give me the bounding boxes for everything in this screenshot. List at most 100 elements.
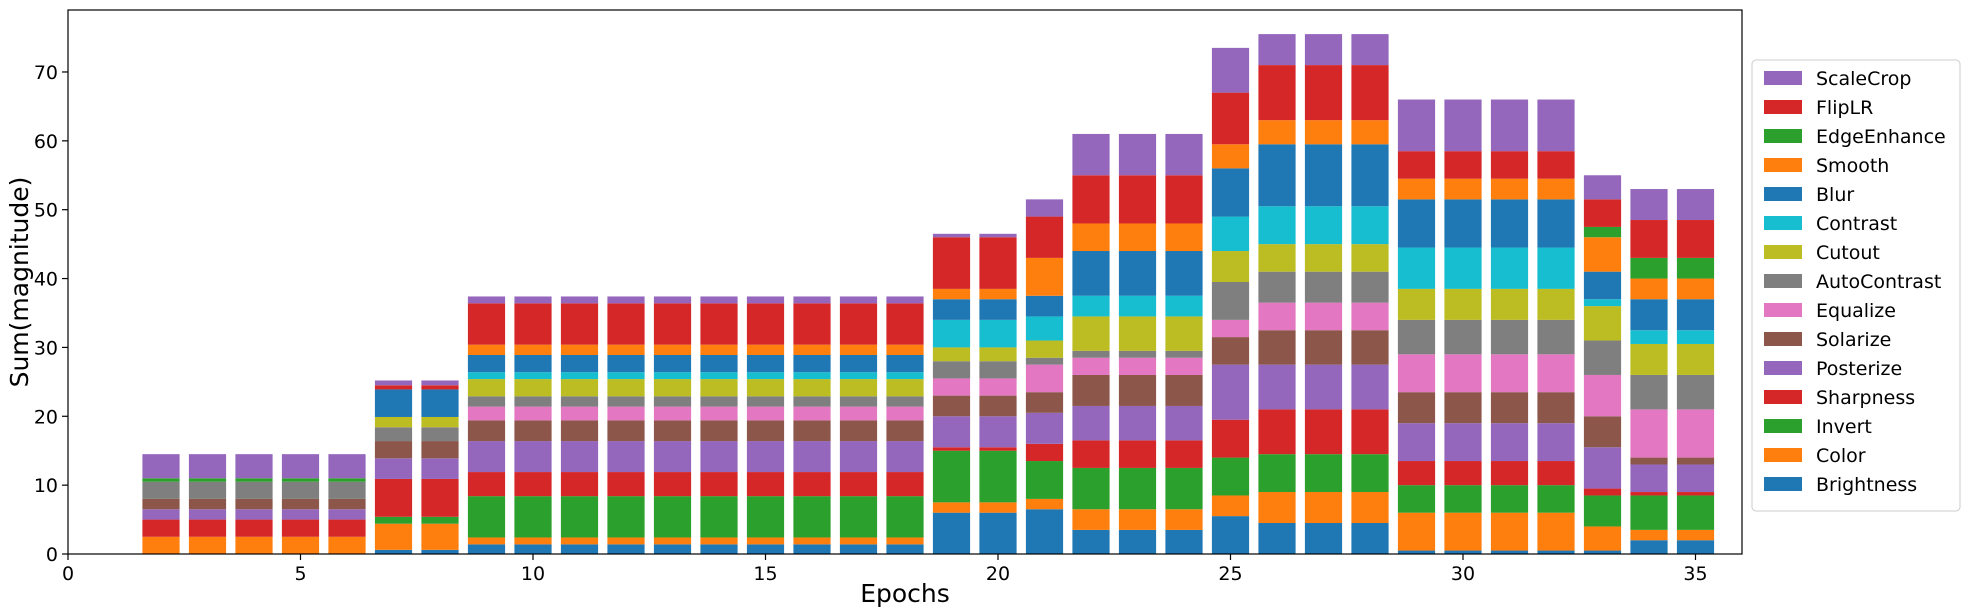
- bar-segment-sharpness-epoch-13: [653, 472, 692, 497]
- bar-segment-contrast-epoch-25: [1211, 216, 1250, 252]
- bar-segment-brightness-epoch-24: [1165, 529, 1203, 554]
- bar-segment-fliplr-epoch-19: [932, 237, 971, 289]
- bar-segment-solarize-epoch-24: [1165, 374, 1203, 406]
- bar-segment-fliplr-epoch-35: [1676, 220, 1715, 258]
- bar-segment-solarize-epoch-29: [1397, 392, 1436, 424]
- bar-segment-smooth-epoch-29: [1397, 178, 1436, 200]
- bar-segment-solarize-epoch-34: [1630, 457, 1668, 465]
- bar-segment-posterize-epoch-7: [374, 458, 413, 479]
- bar-segment-solarize-epoch-16: [793, 420, 831, 442]
- bar-segment-posterize-epoch-17: [839, 441, 878, 473]
- bar-segment-posterize-epoch-21: [1025, 412, 1064, 444]
- bar-segment-fliplr-epoch-10: [514, 303, 552, 345]
- bar-segment-cutout-epoch-27: [1304, 244, 1343, 272]
- bar-segment-solarize-epoch-3: [188, 498, 227, 510]
- bar-segment-cutout-epoch-28: [1351, 244, 1389, 272]
- bar-segment-posterize-epoch-5: [281, 509, 320, 520]
- bar-segment-scalecrop-epoch-28: [1351, 34, 1389, 66]
- bar-segment-equalize-epoch-18: [886, 406, 924, 421]
- bar-segment-contrast-epoch-34: [1630, 330, 1668, 344]
- bar-segment-invert-epoch-13: [653, 496, 692, 538]
- legend-label-cutout: Cutout: [1816, 242, 1880, 264]
- bar-segment-cutout-epoch-13: [653, 379, 692, 397]
- bar-segment-blur-epoch-16: [793, 354, 831, 373]
- x-tick-label: 30: [1451, 563, 1475, 585]
- bar-segment-blur-epoch-19: [932, 299, 971, 320]
- bar-segment-scalecrop-epoch-23: [1118, 133, 1157, 176]
- bar-segment-contrast-epoch-20: [979, 319, 1017, 348]
- y-tick-label: 10: [34, 475, 58, 497]
- bar-segment-solarize-epoch-14: [700, 420, 738, 442]
- legend-swatch-equalize: [1764, 303, 1802, 317]
- bar-segment-brightness-epoch-22: [1072, 529, 1110, 554]
- bar-segment-posterize-epoch-3: [188, 509, 227, 520]
- bar-segment-invert-epoch-7: [374, 516, 413, 524]
- bar-segment-brightness-epoch-25: [1211, 516, 1250, 554]
- bar-segment-blur-epoch-25: [1211, 168, 1250, 217]
- bar-segment-brightness-epoch-10: [514, 544, 552, 554]
- bar-segment-smooth-epoch-33: [1583, 237, 1622, 272]
- bar-segment-smooth-epoch-21: [1025, 257, 1064, 296]
- bar-segment-cutout-epoch-33: [1583, 306, 1622, 341]
- bar-segment-scalecrop-epoch-27: [1304, 34, 1343, 66]
- bar-segment-color-epoch-23: [1118, 509, 1157, 530]
- bar-segment-cutout-epoch-9: [467, 379, 506, 397]
- bar-segment-cutout-epoch-16: [793, 379, 831, 397]
- bar-segment-invert-epoch-34: [1630, 495, 1668, 530]
- y-tick-label: 70: [34, 62, 58, 84]
- bar-segment-autocontrast-epoch-11: [560, 396, 599, 407]
- legend-swatch-invert: [1764, 419, 1802, 433]
- bar-segment-smooth-epoch-31: [1490, 178, 1529, 200]
- bar-segment-invert-epoch-17: [839, 496, 878, 538]
- x-tick-label: 5: [294, 563, 306, 585]
- bar-segment-fliplr-epoch-23: [1118, 175, 1157, 224]
- bar-segment-scalecrop-epoch-11: [560, 296, 599, 304]
- bar-segment-edgeenhance-epoch-4: [235, 478, 273, 482]
- bar-segment-sharpness-epoch-33: [1583, 488, 1622, 496]
- bar-segment-equalize-epoch-16: [793, 406, 831, 421]
- bar-segment-smooth-epoch-35: [1676, 278, 1715, 300]
- bar-segment-autocontrast-epoch-3: [188, 481, 227, 499]
- bar-segment-equalize-epoch-9: [467, 406, 506, 421]
- bar-segment-sharpness-epoch-11: [560, 472, 599, 497]
- bar-segment-invert-epoch-18: [886, 496, 924, 538]
- bar-segment-contrast-epoch-26: [1258, 206, 1296, 245]
- bar-segment-contrast-epoch-21: [1025, 316, 1064, 341]
- bar-segment-cutout-epoch-35: [1676, 343, 1715, 375]
- bar-segment-equalize-epoch-33: [1583, 374, 1622, 417]
- y-tick-label: 50: [34, 200, 58, 222]
- bar-segment-equalize-epoch-23: [1118, 357, 1157, 375]
- bar-segment-equalize-epoch-31: [1490, 354, 1529, 393]
- bar-segment-smooth-epoch-13: [653, 344, 692, 355]
- bar-segment-color-epoch-2: [142, 536, 180, 554]
- bars-layer: [142, 34, 1715, 554]
- x-tick-label: 35: [1683, 563, 1707, 585]
- bar-segment-cutout-epoch-23: [1118, 316, 1157, 351]
- legend-swatch-smooth: [1764, 158, 1802, 172]
- bar-segment-blur-epoch-13: [653, 354, 692, 373]
- bar-segment-color-epoch-29: [1397, 512, 1436, 551]
- bar-segment-fliplr-epoch-27: [1304, 65, 1343, 121]
- legend-label-contrast: Contrast: [1816, 213, 1897, 235]
- bar-segment-sharpness-epoch-15: [746, 472, 785, 497]
- bar-segment-sharpness-epoch-26: [1258, 409, 1296, 455]
- bar-segment-cutout-epoch-30: [1444, 288, 1482, 320]
- bar-segment-brightness-epoch-28: [1351, 523, 1389, 554]
- bar-segment-fliplr-epoch-11: [560, 303, 599, 345]
- bar-segment-posterize-epoch-33: [1583, 447, 1622, 489]
- bar-segment-fliplr-epoch-24: [1165, 175, 1203, 224]
- bar-segment-brightness-epoch-15: [746, 544, 785, 554]
- bar-segment-cutout-epoch-7: [374, 416, 413, 428]
- bar-segment-invert-epoch-22: [1072, 467, 1110, 510]
- bar-segment-cutout-epoch-34: [1630, 343, 1668, 375]
- bar-segment-fliplr-epoch-28: [1351, 65, 1389, 121]
- bar-segment-posterize-epoch-26: [1258, 364, 1296, 410]
- bar-segment-equalize-epoch-11: [560, 406, 599, 421]
- bar-segment-autocontrast-epoch-9: [467, 396, 506, 407]
- bar-segment-posterize-epoch-29: [1397, 423, 1436, 462]
- bar-segment-equalize-epoch-27: [1304, 302, 1343, 331]
- bar-segment-solarize-epoch-33: [1583, 416, 1622, 448]
- bar-segment-invert-epoch-30: [1444, 485, 1482, 513]
- bar-segment-brightness-epoch-21: [1025, 509, 1064, 554]
- bar-segment-autocontrast-epoch-4: [235, 481, 273, 499]
